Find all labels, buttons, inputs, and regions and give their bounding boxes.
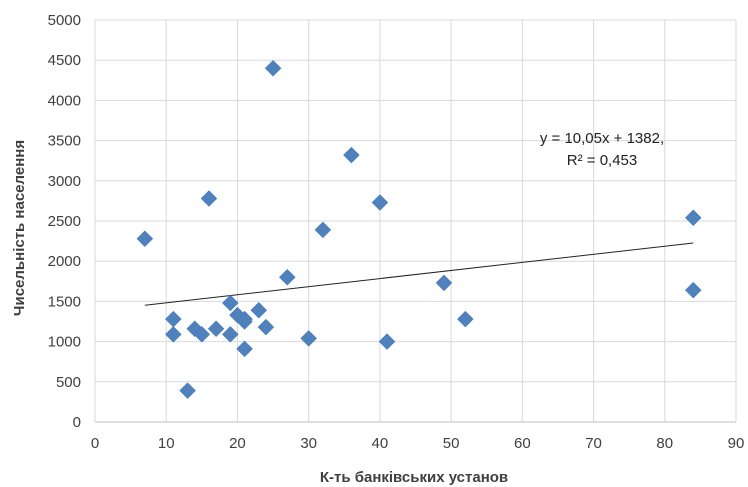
x-axis-title: К-ть банківських установ bbox=[320, 469, 508, 486]
trendline bbox=[144, 242, 694, 306]
data-point bbox=[221, 326, 239, 343]
x-tick-label: 40 bbox=[372, 435, 389, 452]
y-tick-label: 3000 bbox=[48, 173, 81, 190]
y-tick-label: 1000 bbox=[48, 334, 81, 351]
y-tick-label: 1500 bbox=[48, 293, 81, 310]
data-point bbox=[236, 313, 253, 330]
data-point bbox=[264, 59, 282, 77]
y-tick-label: 4500 bbox=[48, 52, 81, 69]
x-tick-label: 70 bbox=[585, 435, 602, 452]
data-point bbox=[207, 320, 225, 338]
x-tick-label: 80 bbox=[656, 435, 673, 452]
data-point bbox=[343, 146, 360, 164]
grid-lines bbox=[94, 19, 737, 423]
data-point bbox=[164, 310, 182, 328]
x-tick-label: 0 bbox=[91, 435, 99, 452]
data-point bbox=[457, 310, 474, 328]
data-point bbox=[164, 326, 182, 343]
y-axis-title: Чисельність населення bbox=[11, 140, 28, 316]
data-point bbox=[684, 209, 702, 227]
x-tick-label: 50 bbox=[443, 435, 460, 452]
y-tick-label: 0 bbox=[73, 414, 81, 431]
y-tick-label: 500 bbox=[56, 374, 81, 391]
data-point bbox=[435, 274, 453, 292]
x-axis-ticks: 0 10 20 30 40 50 60 70 80 90 bbox=[91, 435, 745, 452]
trendline-equation: y = 10,05x + 1382, bbox=[540, 130, 664, 147]
data-point bbox=[179, 382, 196, 399]
data-point bbox=[221, 294, 239, 312]
data-point bbox=[278, 268, 296, 286]
data-point bbox=[236, 340, 253, 358]
x-tick-label: 60 bbox=[514, 435, 531, 452]
y-tick-label: 5000 bbox=[48, 12, 81, 29]
data-points bbox=[136, 59, 702, 399]
trendline-group bbox=[144, 242, 694, 306]
data-point bbox=[257, 318, 275, 336]
data-point bbox=[136, 230, 154, 248]
y-tick-label: 3500 bbox=[48, 133, 81, 150]
data-point bbox=[684, 281, 702, 299]
x-tick-label: 90 bbox=[728, 435, 745, 452]
data-point bbox=[193, 326, 211, 343]
trendline-r-squared: R² = 0,453 bbox=[567, 152, 637, 169]
x-tick-label: 20 bbox=[229, 435, 246, 452]
data-point bbox=[371, 194, 389, 211]
y-axis-ticks: 0 500 1000 1500 2000 2500 3000 3500 4000 4500 5000 bbox=[48, 12, 81, 431]
x-tick-label: 30 bbox=[300, 435, 317, 452]
y-tick-label: 4000 bbox=[48, 92, 81, 109]
data-point bbox=[314, 221, 332, 239]
data-point bbox=[378, 333, 396, 350]
data-point bbox=[300, 330, 318, 347]
y-tick-label: 2500 bbox=[48, 213, 81, 230]
y-tick-label: 2000 bbox=[48, 253, 81, 270]
data-point bbox=[250, 301, 268, 319]
x-tick-label: 10 bbox=[158, 435, 175, 452]
data-point bbox=[200, 190, 218, 207]
